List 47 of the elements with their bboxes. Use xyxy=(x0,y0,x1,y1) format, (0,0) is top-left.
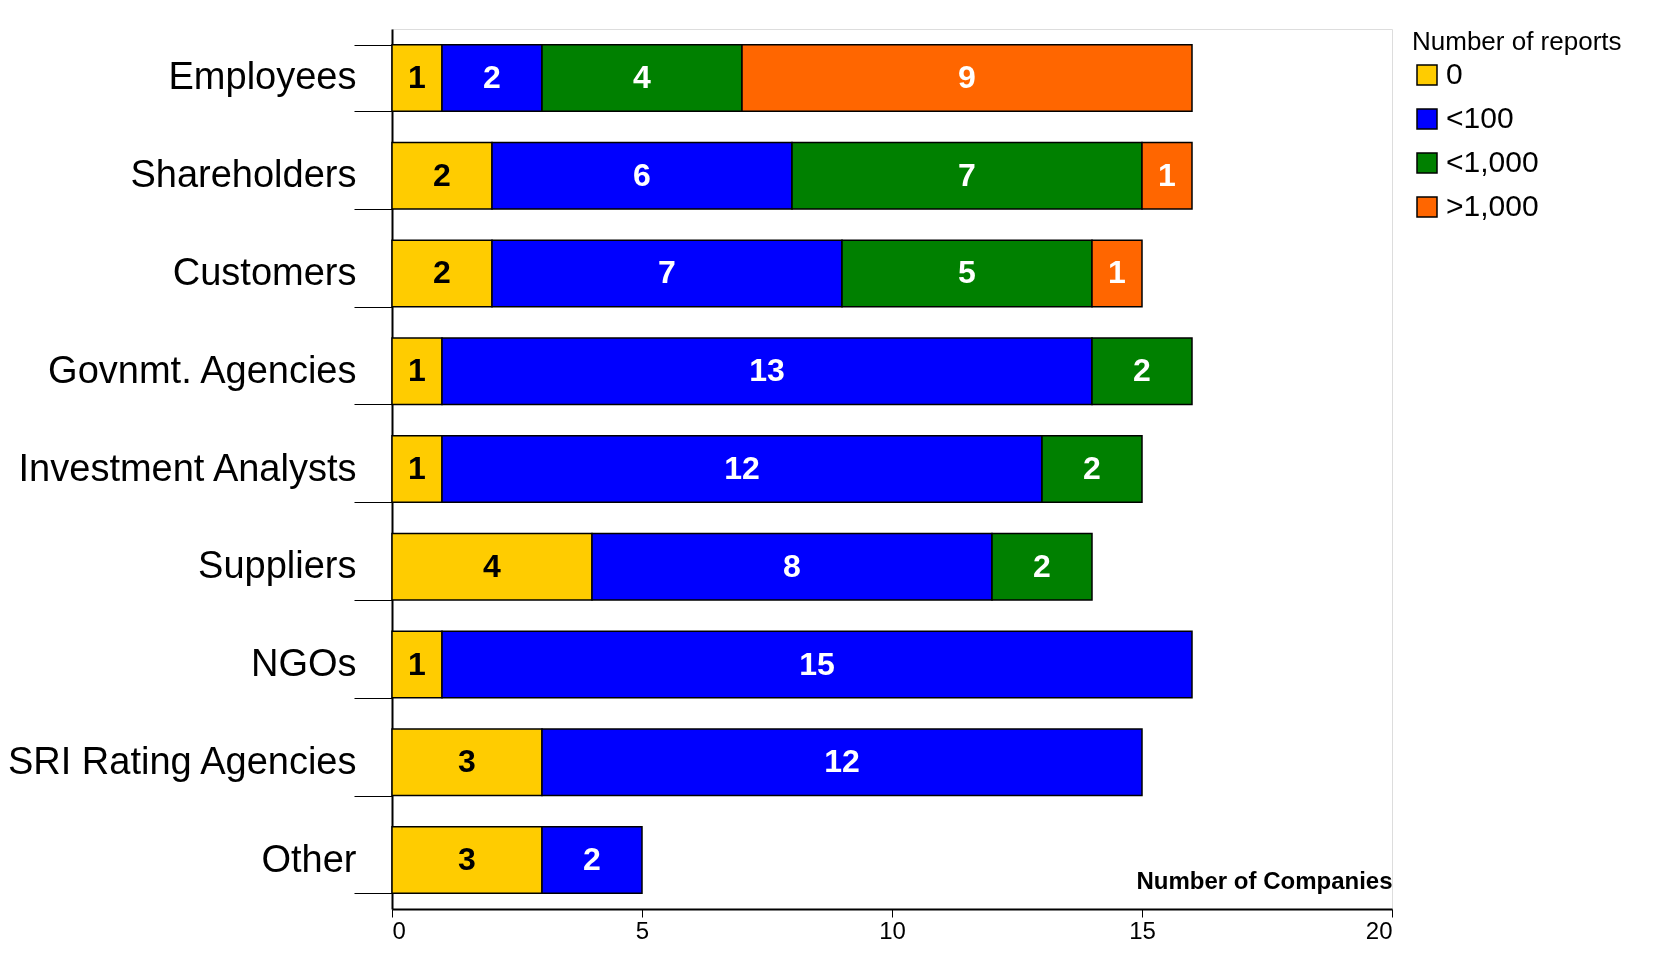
data-label: 12 xyxy=(724,450,760,486)
data-label: 2 xyxy=(1083,450,1101,486)
data-label: 9 xyxy=(958,58,976,95)
y-tick-label: NGOs xyxy=(250,642,357,685)
data-label: 1 xyxy=(408,352,426,389)
legend-label: 0 xyxy=(1446,57,1463,90)
y-tick-label: SRI Rating Agencies xyxy=(7,739,357,782)
y-tick-label: Other xyxy=(261,837,357,880)
y-tick-label: Shareholders xyxy=(130,153,357,196)
data-label: 1 xyxy=(1158,156,1176,193)
data-label: 1 xyxy=(1108,254,1126,291)
x-tick-label: 5 xyxy=(635,916,650,944)
y-tick-label: Employees xyxy=(168,55,357,98)
x-tick-label: 20 xyxy=(1365,916,1393,944)
data-label: 2 xyxy=(583,841,601,878)
data-label: 2 xyxy=(1033,547,1051,584)
legend-label: >1,000 xyxy=(1446,189,1539,222)
data-label: 8 xyxy=(783,547,801,584)
data-label: 2 xyxy=(433,156,451,193)
legend-label: <1,000 xyxy=(1446,145,1539,178)
data-label: 12 xyxy=(824,743,860,780)
data-label: 3 xyxy=(458,743,476,780)
x-tick-label: 15 xyxy=(1129,916,1156,944)
data-label: 2 xyxy=(1133,352,1151,389)
data-label: 7 xyxy=(658,254,676,291)
data-label: 7 xyxy=(958,156,976,193)
data-label: 15 xyxy=(799,645,835,682)
data-label: 5 xyxy=(958,254,976,291)
data-label: 1 xyxy=(408,645,426,682)
data-label: 4 xyxy=(633,58,652,95)
data-label: 13 xyxy=(749,352,785,389)
data-label: 6 xyxy=(633,156,651,193)
y-tick-label: Customers xyxy=(172,250,357,293)
y-tick-label: Suppliers xyxy=(198,544,357,587)
data-label: 1 xyxy=(408,58,426,95)
y-tick-label: Investment Analysts xyxy=(18,446,357,489)
data-label: 2 xyxy=(483,58,501,95)
data-label: 4 xyxy=(483,547,502,584)
legend-title: Number of reports xyxy=(1412,26,1622,56)
x-tick-label: 0 xyxy=(392,916,406,944)
data-label: 3 xyxy=(458,841,476,878)
x-axis-title: Number of Companies xyxy=(1136,866,1393,894)
legend-label: <100 xyxy=(1446,101,1514,134)
data-label: 1 xyxy=(408,450,426,486)
y-tick-label: Govnmt. Agencies xyxy=(48,348,357,391)
x-tick-label: 10 xyxy=(879,916,906,944)
data-label: 2 xyxy=(433,254,451,291)
